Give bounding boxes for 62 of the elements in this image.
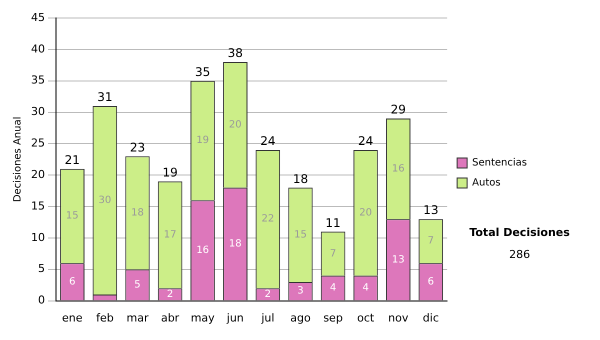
data-label: 18 [131, 207, 144, 218]
x-tick-label: may [190, 311, 216, 324]
data-label: 6 [69, 276, 76, 288]
text: Total Decisiones [469, 226, 570, 239]
x-tick-label: ago [290, 311, 311, 324]
data-label: 19 [196, 135, 210, 146]
total-label: 24 [358, 134, 374, 148]
total-label: 29 [390, 102, 406, 117]
text: 286 [509, 248, 530, 261]
y-tick-label: 45 [30, 10, 45, 24]
data-label: 18 [228, 238, 242, 250]
data-label: 17 [164, 229, 176, 240]
y-tick-label: 0 [38, 294, 45, 307]
data-label: 4 [362, 282, 369, 294]
data-label: 16 [196, 244, 210, 256]
data-label: 13 [392, 254, 405, 266]
x-tick-label: mar [126, 311, 149, 324]
total-label: 31 [97, 90, 113, 104]
legend-label: Sentencias [472, 158, 528, 169]
y-axis-title: Decisiones Anual [12, 116, 24, 202]
data-label: 7 [330, 248, 336, 260]
total-label: 13 [423, 203, 438, 218]
legend-label: Autos [472, 178, 501, 189]
data-label: 4 [330, 282, 336, 294]
total-label: 11 [325, 216, 341, 230]
x-tick-label: abr [160, 311, 180, 324]
y-tick-label: 15 [30, 199, 45, 212]
data-label: 7 [428, 236, 434, 247]
x-tick-label: feb [96, 311, 114, 324]
data-label: 15 [66, 210, 79, 222]
y-tick-label: 20 [30, 168, 45, 181]
x-tick-label: jun [226, 311, 244, 324]
data-label: 2 [264, 288, 272, 300]
x-tick-label: oct [357, 311, 375, 324]
data-label: 20 [359, 207, 372, 218]
data-label: 6 [428, 276, 434, 288]
x-tick-label: ene [62, 311, 83, 324]
data-label: 3 [297, 286, 304, 297]
data-label: 30 [98, 194, 112, 206]
total-label: 18 [292, 172, 308, 186]
data-label: 2 [166, 288, 174, 300]
data-label: 20 [228, 119, 242, 130]
data-label: 22 [261, 214, 274, 225]
data-label: 15 [294, 229, 307, 240]
data-label: 16 [392, 163, 405, 174]
x-tick-label: jul [260, 311, 274, 324]
y-tick-label: 10 [30, 230, 45, 244]
y-tick-label: 35 [30, 74, 45, 87]
total-label: 21 [64, 152, 80, 167]
total-label: 38 [228, 46, 243, 60]
y-tick-label: 25 [30, 136, 45, 150]
total-label: 35 [195, 64, 210, 79]
x-tick-label: sep [323, 311, 343, 324]
total-label: 24 [260, 134, 276, 148]
x-tick-label: dic [422, 311, 439, 324]
y-tick-label: 30 [30, 105, 45, 118]
y-tick-label: 40 [30, 42, 45, 56]
total-label: 23 [130, 140, 146, 154]
y-tick-label: 5 [38, 262, 45, 276]
x-tick-label: nov [388, 311, 409, 324]
total-label: 19 [162, 166, 178, 180]
data-label: 5 [134, 279, 141, 290]
